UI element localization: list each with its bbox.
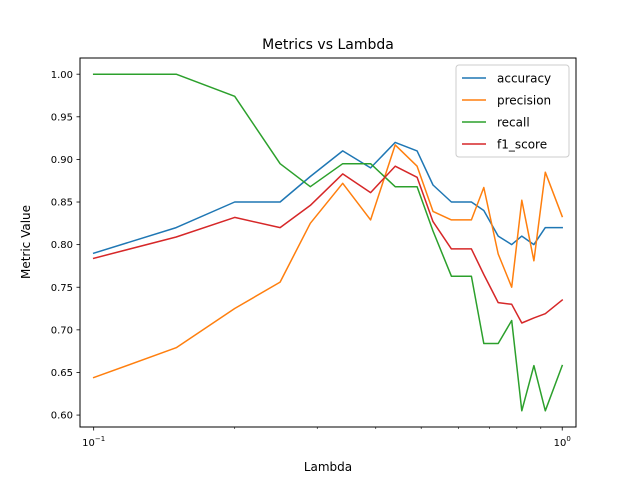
legend-label: accuracy	[497, 72, 551, 86]
legend-label: f1_score	[497, 138, 547, 152]
series-line-accuracy	[92, 141, 563, 255]
legend: accuracy precision recall f1_score	[455, 64, 570, 158]
legend-label: recall	[497, 116, 530, 130]
series-line-precision	[92, 144, 564, 379]
x-axis: 10−1 100	[82, 427, 571, 449]
x-tick-label: 10−1	[82, 435, 105, 449]
y-tick-label: 0.85	[51, 198, 73, 209]
y-tick-label: 0.70	[51, 325, 73, 336]
y-tick-label: 0.60	[51, 411, 73, 422]
series-line-f1-score	[92, 165, 564, 324]
y-axis-label: Metric Value	[19, 205, 33, 279]
y-tick-label: 0.90	[51, 155, 73, 166]
y-tick-label: 1.00	[51, 70, 73, 81]
y-tick-label: 0.65	[51, 368, 73, 379]
axes-frame	[79, 57, 577, 428]
plot-area	[92, 73, 564, 412]
series-line-recall	[92, 73, 564, 412]
y-tick-label: 0.75	[51, 283, 73, 294]
legend-box	[455, 64, 570, 158]
y-axis: 0.60 0.65 0.70 0.75 0.80 0.85 0.90 0.95 1.00	[51, 70, 80, 422]
x-tick-label: 100	[554, 435, 571, 449]
legend-label: precision	[497, 94, 551, 108]
y-tick-label: 0.95	[51, 112, 73, 123]
x-axis-label: Lambda	[304, 460, 352, 474]
y-tick-label: 0.80	[51, 240, 73, 251]
chart-title: Metrics vs Lambda	[262, 37, 394, 53]
